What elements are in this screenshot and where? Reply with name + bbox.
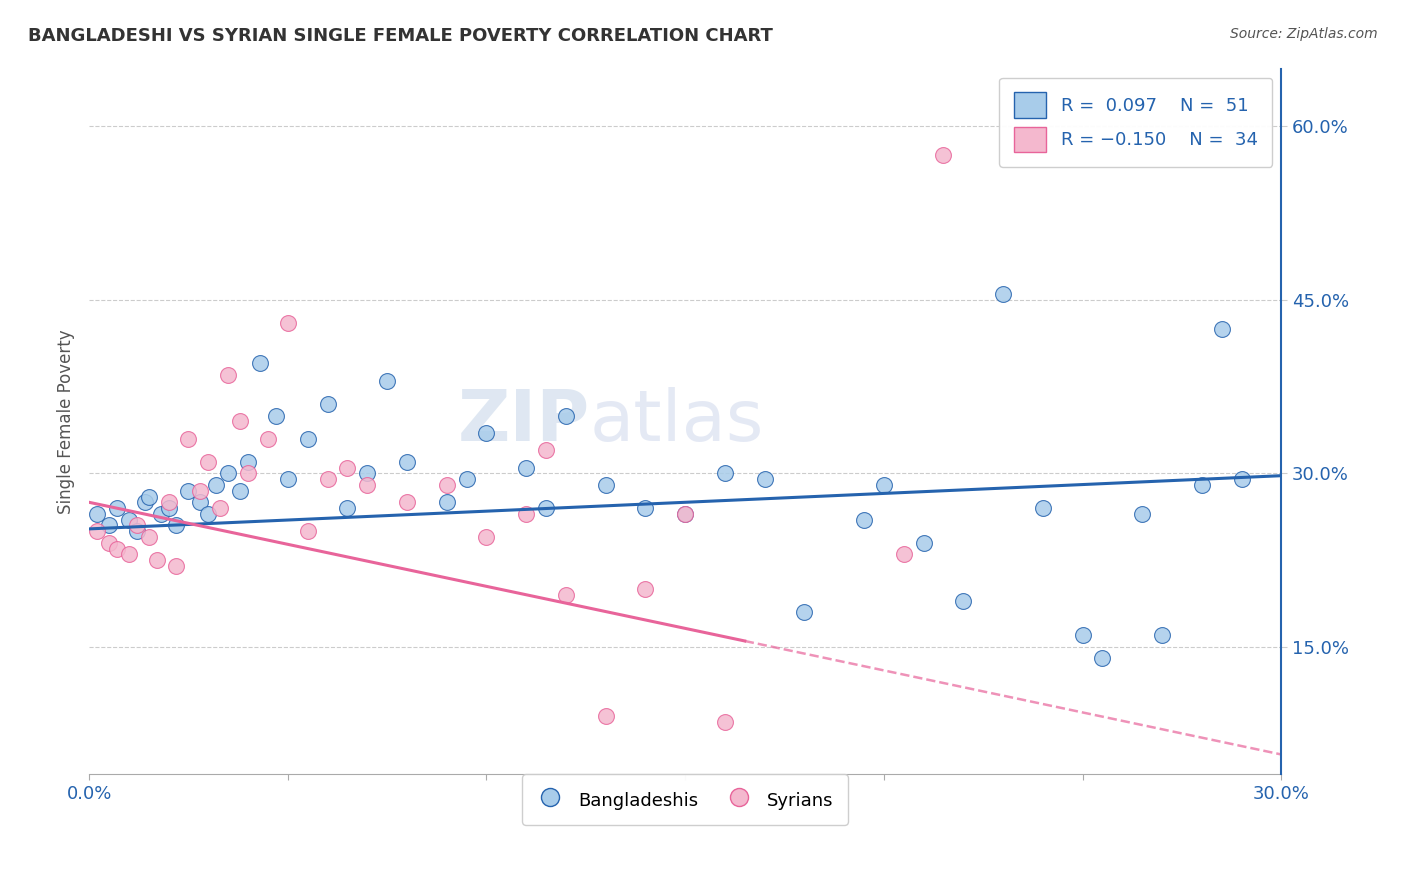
Point — [166, 518, 188, 533]
Text: atlas: atlas — [589, 387, 765, 456]
Point — [205, 478, 228, 492]
Point — [336, 501, 359, 516]
Point — [1230, 472, 1253, 486]
Point — [534, 443, 557, 458]
Point — [853, 513, 876, 527]
Point — [436, 478, 458, 492]
Point — [336, 460, 359, 475]
Point — [125, 524, 148, 539]
Point — [595, 709, 617, 723]
Point — [475, 530, 498, 544]
Point — [177, 483, 200, 498]
Point — [754, 472, 776, 486]
Point — [217, 467, 239, 481]
Point — [217, 368, 239, 382]
Point — [145, 553, 167, 567]
Point — [86, 524, 108, 539]
Point — [229, 483, 252, 498]
Point — [277, 316, 299, 330]
Point — [249, 356, 271, 370]
Point — [236, 455, 259, 469]
Point — [118, 513, 141, 527]
Point — [932, 148, 955, 162]
Point — [475, 425, 498, 440]
Point — [555, 409, 578, 423]
Point — [1211, 322, 1233, 336]
Point — [197, 507, 219, 521]
Point — [952, 593, 974, 607]
Point — [673, 507, 696, 521]
Point — [793, 605, 815, 619]
Point — [157, 501, 180, 516]
Point — [297, 524, 319, 539]
Point — [177, 432, 200, 446]
Point — [893, 547, 915, 561]
Point — [188, 483, 211, 498]
Point — [673, 507, 696, 521]
Point — [257, 432, 280, 446]
Point — [209, 501, 232, 516]
Point — [264, 409, 287, 423]
Text: Source: ZipAtlas.com: Source: ZipAtlas.com — [1230, 27, 1378, 41]
Point — [316, 472, 339, 486]
Point — [1091, 651, 1114, 665]
Point — [356, 478, 378, 492]
Point — [873, 478, 896, 492]
Point — [138, 490, 160, 504]
Point — [105, 541, 128, 556]
Point — [97, 518, 120, 533]
Point — [138, 530, 160, 544]
Point — [395, 495, 418, 509]
Point — [595, 478, 617, 492]
Point — [395, 455, 418, 469]
Point — [1130, 507, 1153, 521]
Point — [1191, 478, 1213, 492]
Point — [515, 507, 537, 521]
Point — [1071, 628, 1094, 642]
Point — [555, 588, 578, 602]
Point — [149, 507, 172, 521]
Point — [197, 455, 219, 469]
Point — [277, 472, 299, 486]
Point — [105, 501, 128, 516]
Point — [134, 495, 156, 509]
Point — [229, 414, 252, 428]
Point — [714, 714, 737, 729]
Point — [118, 547, 141, 561]
Point — [356, 467, 378, 481]
Point — [297, 432, 319, 446]
Y-axis label: Single Female Poverty: Single Female Poverty — [58, 329, 75, 514]
Legend: Bangladeshis, Syrians: Bangladeshis, Syrians — [523, 774, 848, 825]
Point — [515, 460, 537, 475]
Point — [634, 582, 657, 596]
Text: BANGLADESHI VS SYRIAN SINGLE FEMALE POVERTY CORRELATION CHART: BANGLADESHI VS SYRIAN SINGLE FEMALE POVE… — [28, 27, 773, 45]
Point — [436, 495, 458, 509]
Point — [534, 501, 557, 516]
Point — [97, 535, 120, 549]
Point — [714, 467, 737, 481]
Point — [375, 374, 398, 388]
Point — [634, 501, 657, 516]
Point — [456, 472, 478, 486]
Point — [125, 518, 148, 533]
Point — [166, 558, 188, 573]
Point — [912, 535, 935, 549]
Point — [188, 495, 211, 509]
Point — [991, 287, 1014, 301]
Point — [236, 467, 259, 481]
Point — [316, 397, 339, 411]
Point — [86, 507, 108, 521]
Text: ZIP: ZIP — [457, 387, 589, 456]
Point — [157, 495, 180, 509]
Point — [1150, 628, 1173, 642]
Point — [1032, 501, 1054, 516]
